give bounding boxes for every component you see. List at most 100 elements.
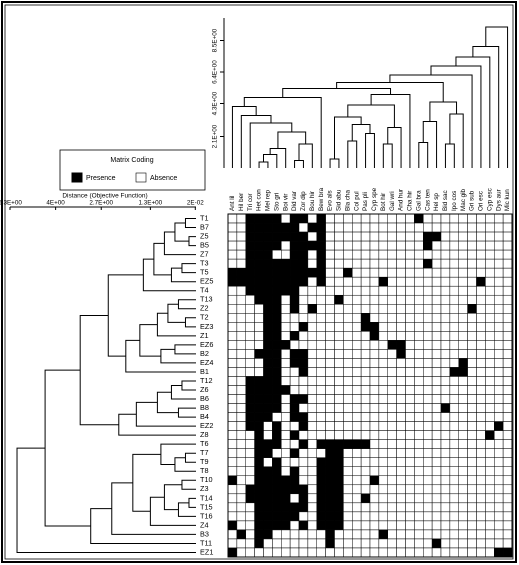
matrix-cell: [352, 294, 362, 305]
matrix-cell: [307, 213, 317, 224]
matrix-cell: [334, 430, 344, 440]
matrix-cell: [343, 322, 353, 332]
matrix-cell: [254, 466, 264, 477]
matrix-cell: [281, 430, 291, 440]
matrix-cell: [227, 457, 238, 467]
matrix-cell: [325, 313, 335, 323]
row-label: T14: [200, 493, 213, 502]
matrix-cell: [369, 502, 380, 513]
matrix-cell: [272, 222, 282, 233]
matrix-cell: [431, 394, 442, 404]
matrix-cell: [254, 394, 264, 404]
matrix-cell: [281, 502, 291, 513]
column-label: Bid sac: [442, 190, 449, 211]
matrix-cell: [325, 358, 335, 368]
matrix-cell: [414, 285, 424, 296]
matrix-cell: [502, 213, 513, 224]
matrix-cell: [325, 340, 335, 350]
matrix-cell: [298, 331, 309, 341]
matrix-cell: [476, 403, 486, 413]
matrix-cell: [369, 349, 380, 359]
matrix-cell: [352, 276, 362, 287]
matrix-cell: [343, 385, 353, 395]
matrix-cell: [467, 448, 477, 458]
matrix-cell: [325, 276, 335, 287]
matrix-cell: [352, 249, 362, 260]
matrix-cell: [281, 222, 291, 233]
matrix-cell: [272, 340, 282, 350]
matrix-cell: [254, 547, 264, 558]
matrix-cell: [254, 511, 264, 522]
matrix-cell: [236, 448, 246, 458]
matrix-cell: [378, 231, 388, 242]
matrix-cell: [467, 331, 477, 341]
matrix-cell: [467, 294, 477, 305]
row-tree-link: [174, 344, 196, 355]
matrix-cell: [289, 376, 300, 386]
row-label: EZ2: [200, 421, 213, 430]
matrix-cell: [245, 493, 255, 504]
matrix-cell: [352, 258, 362, 269]
matrix-cell: [289, 249, 300, 260]
matrix-cell: [236, 430, 246, 440]
row-tree-link: [184, 452, 196, 463]
matrix-cell: [396, 276, 406, 287]
matrix-cell: [396, 231, 406, 242]
matrix-cell: [494, 448, 504, 458]
matrix-cell: [467, 412, 477, 422]
matrix-cell: [289, 448, 300, 458]
matrix-cell: [236, 529, 246, 540]
matrix-cell: [316, 403, 326, 413]
matrix-cell: [272, 547, 282, 558]
matrix-cell: [458, 240, 468, 251]
matrix-cell: [343, 412, 353, 422]
matrix-cell: [272, 322, 282, 332]
matrix-cell: [245, 520, 255, 531]
matrix-cell: [458, 493, 468, 504]
column-tree-link: [269, 148, 287, 168]
matrix-cell: [360, 412, 371, 422]
matrix-cell: [281, 484, 291, 495]
matrix-cell: [245, 231, 255, 242]
matrix-cell: [467, 394, 477, 404]
matrix-cell: [254, 213, 264, 224]
matrix-cell: [440, 421, 451, 431]
matrix-cell: [289, 529, 300, 540]
matrix-cell: [423, 484, 433, 495]
matrix-cell: [360, 304, 371, 314]
matrix-cell: [263, 538, 273, 549]
matrix-cell: [289, 385, 300, 395]
matrix-cell: [360, 538, 371, 549]
matrix-cell: [254, 222, 264, 233]
matrix-cell: [236, 240, 246, 251]
matrix-cell: [245, 412, 255, 422]
matrix-cell: [245, 249, 255, 260]
matrix-cell: [289, 313, 300, 323]
matrix-cell: [369, 439, 380, 449]
matrix-cell: [485, 367, 495, 377]
matrix-cell: [494, 213, 504, 224]
matrix-cell: [387, 439, 397, 449]
matrix-cell: [352, 430, 362, 440]
column-label: Col pul: [353, 191, 360, 211]
matrix-cell: [431, 493, 442, 504]
matrix-cell: [476, 547, 486, 558]
matrix-cell: [227, 331, 238, 341]
matrix-cell: [236, 267, 246, 278]
matrix-cell: [458, 258, 468, 269]
row-label: T5: [200, 268, 209, 277]
matrix-cell: [227, 294, 238, 305]
matrix-cell: [378, 475, 388, 486]
matrix-cell: [458, 403, 468, 413]
matrix-cell: [396, 285, 406, 296]
matrix-cell: [405, 412, 415, 422]
column-tree-link: [329, 158, 340, 168]
matrix-cell: [467, 376, 477, 386]
matrix-cell: [281, 340, 291, 350]
column-tree-link: [455, 56, 491, 168]
matrix-cell: [316, 240, 326, 251]
matrix-cell: [449, 322, 459, 332]
matrix-cell: [423, 538, 433, 549]
matrix-cell: [387, 484, 397, 495]
